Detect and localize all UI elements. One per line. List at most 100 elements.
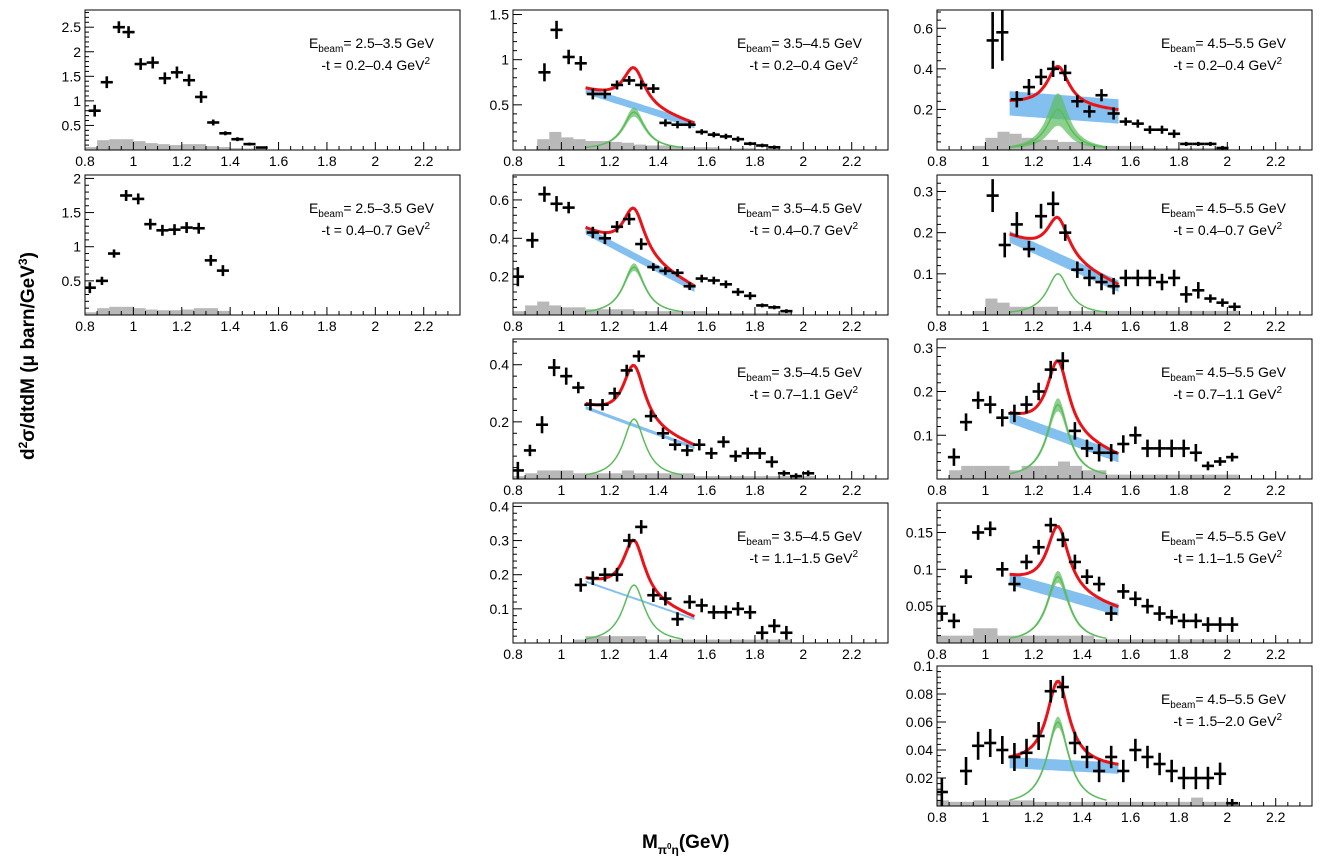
data-point bbox=[207, 119, 220, 126]
syst-hist-bin bbox=[670, 473, 683, 479]
data-point bbox=[683, 595, 696, 609]
data-point bbox=[1010, 212, 1023, 237]
data-point bbox=[1214, 762, 1227, 785]
syst-hist-bin bbox=[1094, 310, 1107, 315]
data-point bbox=[959, 413, 973, 431]
data-point bbox=[1226, 799, 1239, 806]
syst-hist-bin bbox=[730, 313, 743, 315]
data-point bbox=[1155, 273, 1169, 291]
t-range-label: -t = 0.2–0.4 GeV2 bbox=[1173, 56, 1282, 73]
data-point bbox=[1105, 745, 1118, 769]
data-point bbox=[693, 439, 706, 451]
x-tick-label: 1.4 bbox=[648, 482, 668, 498]
syst-hist-bin bbox=[1106, 310, 1119, 315]
syst-hist-bin bbox=[133, 141, 146, 150]
syst-hist-bin bbox=[573, 139, 586, 150]
syst-hist-bin bbox=[1203, 474, 1216, 479]
syst-hist-bin bbox=[621, 142, 634, 150]
data-point bbox=[756, 303, 769, 308]
data-point bbox=[1141, 439, 1154, 458]
data-point bbox=[1226, 452, 1239, 462]
x-tick-label: 1.6 bbox=[1121, 646, 1141, 662]
total-fit-curve bbox=[585, 538, 696, 618]
syst-hist-bin bbox=[1009, 635, 1022, 643]
data-point bbox=[986, 179, 999, 213]
syst-hist-bin bbox=[573, 473, 586, 479]
y-tick-label: 1 bbox=[73, 239, 81, 255]
syst-hist-bin bbox=[549, 305, 562, 315]
syst-hist-bin bbox=[1130, 310, 1143, 315]
data-point bbox=[598, 232, 611, 245]
syst-hist-bin bbox=[585, 636, 598, 643]
y-tick-label: 0.08 bbox=[906, 686, 933, 702]
y-tick-label: 0.4 bbox=[490, 230, 510, 246]
syst-hist-bin bbox=[1070, 141, 1083, 150]
x-tick-label: 1.8 bbox=[317, 318, 337, 334]
syst-hist-bin bbox=[169, 145, 182, 150]
y-tick-label: 0.04 bbox=[906, 742, 933, 758]
syst-hist-bin bbox=[961, 801, 974, 806]
data-point bbox=[572, 381, 585, 394]
syst-hist-bin bbox=[1142, 310, 1155, 315]
data-point bbox=[1032, 382, 1045, 401]
syst-hist-bin bbox=[1033, 635, 1046, 643]
data-point bbox=[707, 605, 720, 620]
x-tick-label: 1.8 bbox=[745, 482, 765, 498]
data-point bbox=[526, 232, 539, 248]
syst-hist-bin bbox=[1178, 474, 1192, 479]
syst-hist-bin bbox=[754, 476, 768, 479]
background-band bbox=[585, 226, 695, 292]
x-tick-label: 0.8 bbox=[927, 809, 947, 825]
x-tick-label: 1.2 bbox=[172, 318, 192, 334]
syst-hist-bin bbox=[1203, 147, 1216, 150]
syst-hist-bin bbox=[121, 306, 134, 315]
data-point bbox=[717, 436, 730, 448]
syst-hist-bin bbox=[633, 144, 647, 150]
x-tick-label: 2.2 bbox=[414, 153, 434, 169]
syst-hist-bin bbox=[1191, 310, 1204, 315]
t-range-label: -t = 1.5–2.0 GeV2 bbox=[1173, 712, 1282, 729]
syst-hist-bin bbox=[1118, 474, 1131, 479]
beam-energy-label: Ebeam= 2.5–3.5 GeV bbox=[309, 200, 435, 220]
y-tick-label: 0.1 bbox=[914, 266, 934, 282]
data-point bbox=[1032, 722, 1045, 750]
syst-hist-bin bbox=[242, 148, 255, 150]
syst-hist-bin bbox=[109, 139, 122, 150]
x-tick-label: 1.2 bbox=[172, 153, 192, 169]
data-point bbox=[802, 470, 815, 477]
syst-hist-bin bbox=[1094, 145, 1107, 150]
panel-9: 0.8 1 1.2 1.4 1.6 1.8 2 2.2 0.05 0.1 0.15 Ebeam= 4.… bbox=[906, 502, 1313, 662]
data-point bbox=[158, 72, 171, 85]
data-point bbox=[647, 588, 660, 603]
x-tick-label: 1.6 bbox=[1121, 482, 1141, 498]
data-point bbox=[122, 26, 135, 38]
data-point bbox=[1189, 444, 1202, 462]
x-tick-label: 1.2 bbox=[1024, 646, 1044, 662]
data-point bbox=[719, 280, 732, 289]
data-point bbox=[1047, 60, 1060, 77]
background-band bbox=[1009, 412, 1119, 463]
syst-hist-bin bbox=[742, 313, 755, 315]
data-point bbox=[1107, 107, 1120, 120]
data-point bbox=[1008, 404, 1021, 423]
syst-hist-bin bbox=[1009, 470, 1022, 479]
x-tick-label: 0.8 bbox=[927, 318, 947, 334]
syst-hist-bin bbox=[1057, 461, 1071, 479]
syst-hist-bin bbox=[646, 639, 659, 643]
syst-hist-bin bbox=[779, 476, 792, 479]
syst-hist-bin bbox=[1227, 310, 1240, 315]
data-point bbox=[1117, 584, 1130, 599]
syst-hist-bin bbox=[1178, 147, 1192, 150]
data-point bbox=[192, 222, 205, 234]
data-point bbox=[88, 104, 101, 117]
data-point bbox=[1056, 352, 1069, 370]
data-point bbox=[255, 146, 268, 149]
data-point bbox=[671, 268, 684, 277]
syst-hist-bin bbox=[754, 639, 768, 643]
x-tick-label: 1.8 bbox=[745, 318, 765, 334]
syst-hist-bin bbox=[985, 298, 998, 315]
syst-hist-bin bbox=[1082, 801, 1095, 806]
x-tick-label: 1.6 bbox=[697, 482, 717, 498]
x-tick-label: 1.2 bbox=[1024, 809, 1044, 825]
